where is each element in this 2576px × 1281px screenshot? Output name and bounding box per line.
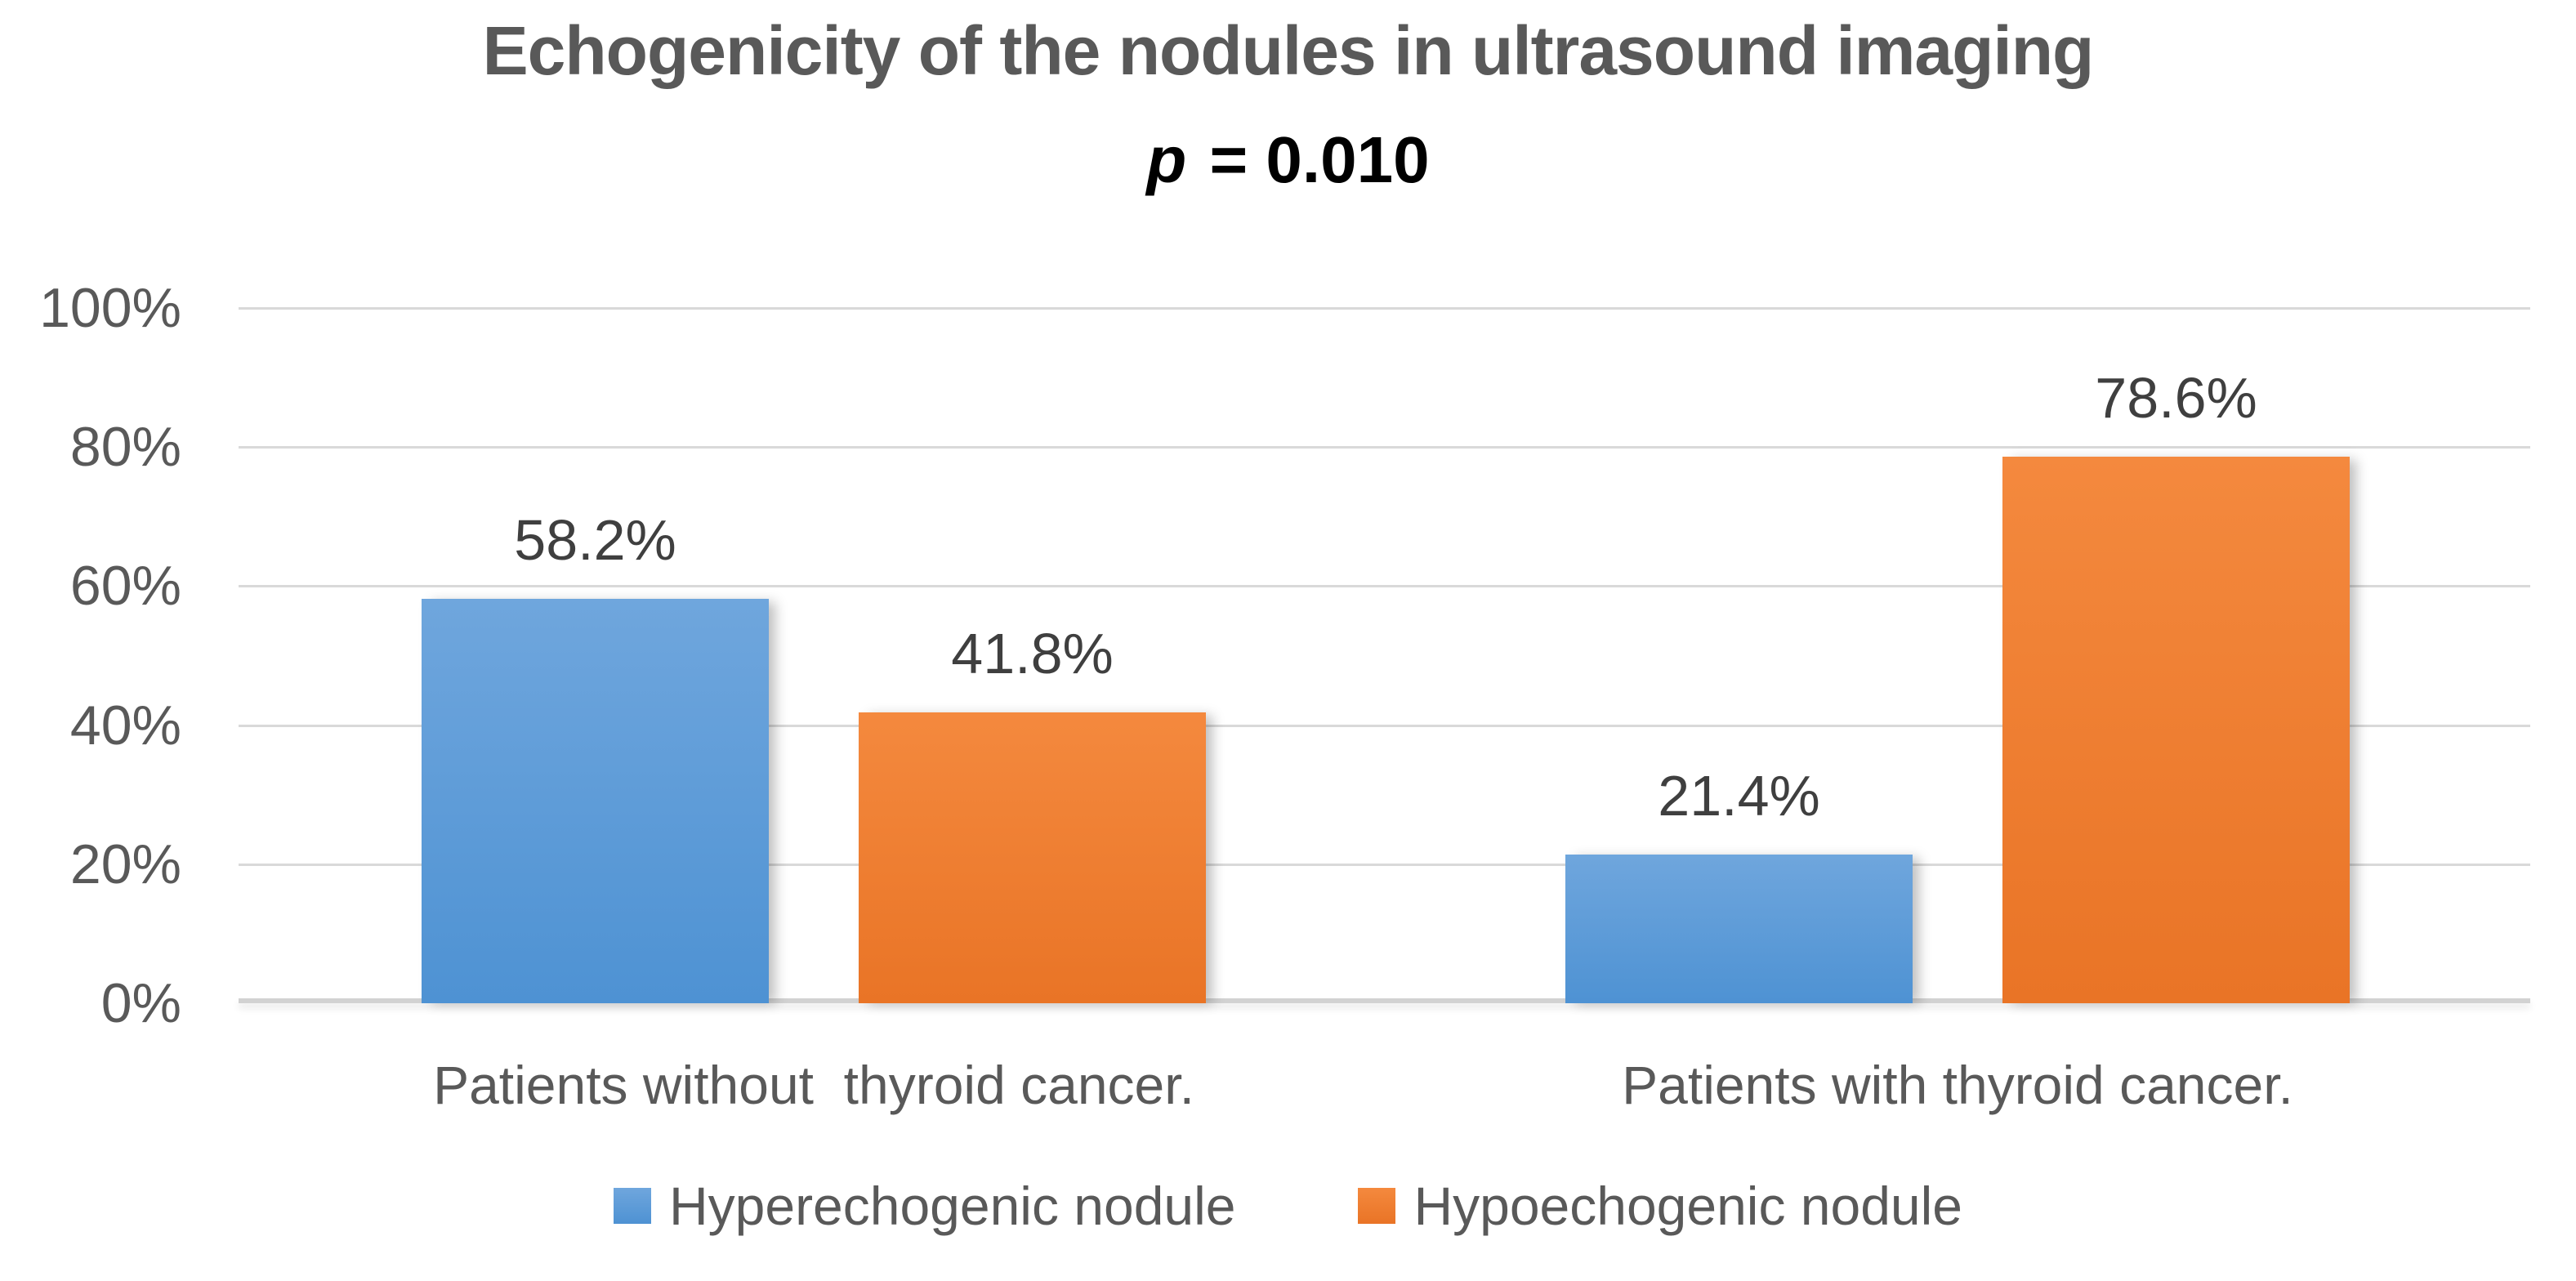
hyperechogenic-bar-group-2 [1565,855,1913,1003]
gridline-80 [239,446,2530,449]
gridline-100 [239,307,2530,310]
hypoechogenic-bar-group-2 [2002,457,2350,1003]
p-symbol: p [1146,123,1187,196]
legend-swatch-hyperechogenic-icon [614,1188,651,1224]
hypoechogenic-bar-group-1 [859,712,1206,1003]
p-value: = 0.010 [1191,123,1430,196]
plot-area: 58.2% 41.8% 21.4% 78.6% [239,307,2530,1003]
chart-title: Echogenicity of the nodules in ultrasoun… [482,12,2095,89]
x-axis-category-label-2: Patients with thyroid cancer. [1622,1055,2293,1115]
x-axis-line [239,998,2530,1003]
y-axis-tick-label-0: 0% [100,972,181,1034]
x-axis-category-label-1: Patients without thyroid cancer. [433,1055,1194,1115]
legend-label-hyperechogenic: Hyperechogenic nodule [669,1176,1236,1236]
y-axis-tick-label-40: 40% [69,694,181,757]
value-label-hypoechogenic-group-2: 78.6% [2095,366,2257,430]
legend-label-hypoechogenic: Hypoechogenic nodule [1413,1176,1962,1236]
value-label-hypoechogenic-group-1: 41.8% [951,622,1114,685]
y-axis-tick-label-80: 80% [69,416,181,478]
y-axis-tick-label-20: 20% [69,833,181,895]
value-label-hyperechogenic-group-2: 21.4% [1658,764,1820,828]
legend-swatch-hypoechogenic-icon [1358,1188,1396,1224]
legend-item-hypoechogenic: Hypoechogenic nodule [1358,1175,1962,1237]
value-label-hyperechogenic-group-1: 58.2% [514,508,676,572]
hyperechogenic-bar-group-1 [422,599,769,1003]
gridline-20 [239,864,2530,866]
y-axis-tick-label-60: 60% [69,555,181,617]
legend-item-hyperechogenic: Hyperechogenic nodule [614,1175,1235,1237]
legend: Hyperechogenic nodule Hypoechogenic nodul… [0,1175,2576,1237]
gridline-40 [239,725,2530,727]
chart-subtitle: p = 0.010 [0,123,2576,198]
gridline-60 [239,585,2530,587]
y-axis-tick-label-100: 100% [39,277,181,339]
